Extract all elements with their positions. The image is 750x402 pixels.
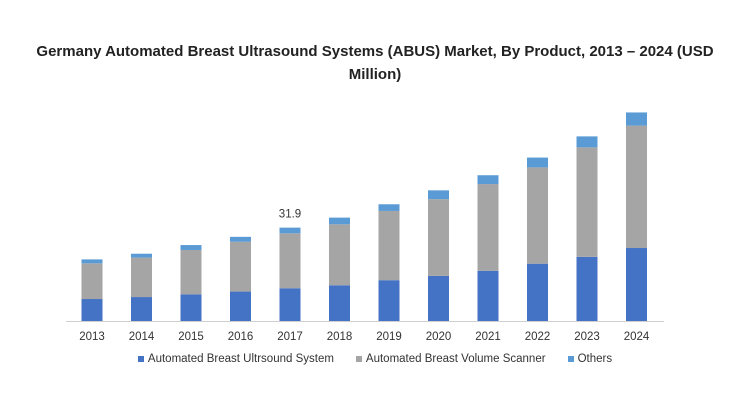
x-tick-label-2020: 2020: [426, 331, 452, 343]
legend-item-0: Automated Breast Ultrsound System: [137, 353, 334, 365]
bar-segment-2021-series-0: [477, 270, 499, 321]
legend-label-1: Automated Breast Volume Scanner: [365, 353, 546, 365]
bar-segment-2015-series-2: [180, 245, 202, 250]
x-tick-label-2024: 2024: [624, 331, 650, 343]
bar-segment-2021-series-1: [477, 184, 499, 271]
bar-segment-2023-series-2: [576, 136, 598, 148]
legend-label-0: Automated Breast Ultrsound System: [147, 353, 334, 365]
bar-segment-2019-series-2: [378, 204, 400, 211]
bar-segment-2024-series-1: [626, 125, 647, 249]
x-tick-label-2018: 2018: [327, 331, 353, 343]
bar-segment-2022-series-2: [527, 157, 548, 168]
x-tick-label-2021: 2021: [475, 331, 501, 343]
bar-segment-2018-series-2: [329, 217, 350, 225]
legend-swatch-0: [137, 356, 144, 362]
x-tick-label-2019: 2019: [376, 331, 402, 343]
legend-swatch-2: [567, 356, 574, 362]
bar-segment-2024-series-2: [626, 112, 647, 126]
data-label-2017: 31.9: [279, 209, 301, 221]
bar-segment-2015-series-1: [180, 249, 202, 295]
bar-segment-2013-series-0: [81, 299, 103, 321]
bar-segment-2022-series-1: [527, 167, 548, 264]
bar-segment-2017-series-1: [279, 233, 301, 289]
x-tick-label-2013: 2013: [79, 331, 105, 343]
legend-item-1: Automated Breast Volume Scanner: [355, 353, 546, 365]
bar-segment-2014-series-1: [131, 257, 152, 298]
bar-segment-2020-series-0: [428, 275, 449, 321]
bar-segment-2016-series-2: [230, 236, 251, 242]
bar-segment-2021-series-2: [477, 175, 499, 185]
bar-segment-2016-series-0: [230, 291, 251, 321]
bar-segment-2014-series-2: [131, 253, 152, 258]
legend-item-2: Others: [567, 353, 613, 365]
bar-segment-2018-series-1: [329, 224, 350, 286]
bar-segment-2014-series-0: [131, 297, 152, 321]
x-tick-label-2017: 2017: [277, 331, 303, 343]
x-tick-label-2016: 2016: [228, 331, 254, 343]
bar-segment-2013-series-2: [81, 259, 103, 264]
chart-title: Germany Automated Breast Ultrasound Syst…: [36, 43, 714, 83]
bar-segment-2017-series-0: [279, 288, 301, 321]
bar-segment-2018-series-0: [329, 285, 350, 321]
legend-label-2: Others: [577, 353, 613, 365]
bar-segment-2013-series-1: [81, 263, 103, 300]
bar-segment-2017-series-2: [279, 227, 301, 234]
bar-segment-2024-series-0: [626, 248, 647, 321]
bar-segment-2019-series-0: [378, 280, 400, 321]
bar-segment-2019-series-1: [378, 210, 400, 281]
x-tick-label-2022: 2022: [525, 331, 551, 343]
bar-segment-2020-series-2: [428, 190, 449, 200]
bar-segment-2015-series-0: [180, 294, 202, 321]
x-tick-label-2014: 2014: [129, 331, 155, 343]
chart-legend: Automated Breast Ultrsound System Automat…: [0, 353, 750, 365]
x-tick-label-2015: 2015: [178, 331, 204, 343]
bar-segment-2022-series-0: [527, 263, 548, 321]
x-tick-label-2023: 2023: [574, 331, 600, 343]
bar-segment-2016-series-1: [230, 241, 251, 292]
bar-segment-2023-series-0: [576, 256, 598, 321]
legend-swatch-1: [355, 356, 362, 362]
bar-segment-2020-series-1: [428, 199, 449, 276]
bar-segment-2023-series-1: [576, 147, 598, 257]
